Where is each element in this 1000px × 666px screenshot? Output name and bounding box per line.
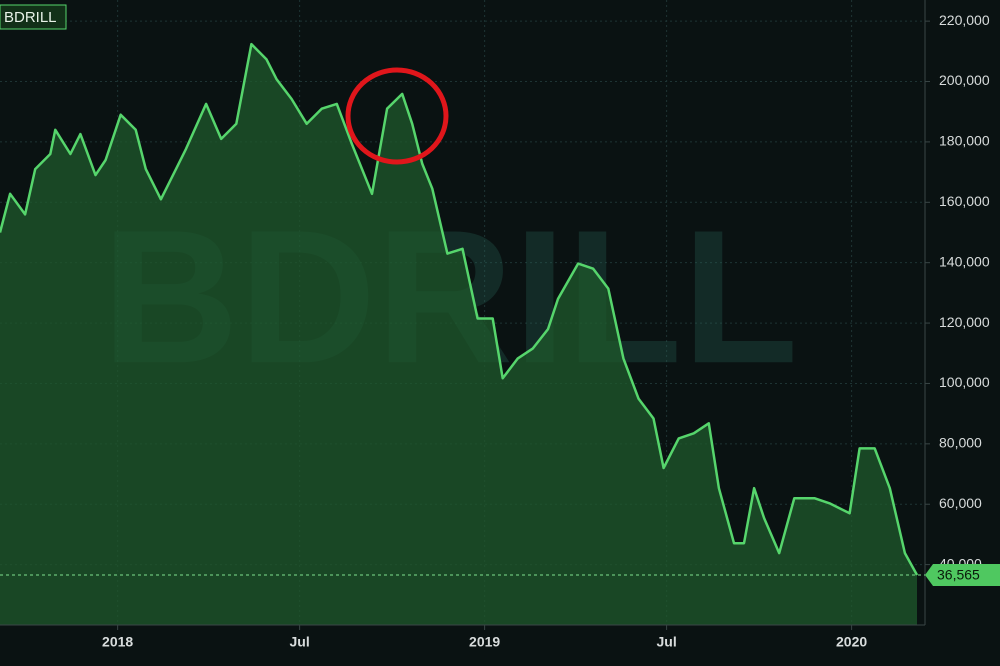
y-tick-label: 80,000 [939, 435, 982, 451]
x-tick-label: 2020 [836, 634, 867, 650]
highlight-circle [345, 67, 449, 165]
symbol-tag-box [0, 4, 67, 30]
symbol-tag: BDRILL [4, 9, 57, 26]
plot [0, 42, 919, 626]
last-price-badge [925, 563, 1000, 586]
y-tick-label: 200,000 [939, 72, 990, 88]
y-tick-label: 160,000 [939, 193, 990, 209]
last-price: 36,565 [0, 563, 1000, 586]
y-tick-label: 60,000 [939, 495, 982, 511]
x-tick-label: 2018 [102, 634, 133, 650]
y-tick-label: 220,000 [939, 12, 990, 28]
y-tick-label: 180,000 [939, 133, 990, 149]
x-tick-label: Jul [656, 634, 676, 650]
x-tick-label: Jul [290, 634, 310, 650]
x-tick-label: 2019 [469, 634, 500, 650]
y-tick-label: 120,000 [939, 314, 990, 330]
last-price-label: 36,565 [937, 567, 980, 583]
y-tick-label: 140,000 [939, 253, 990, 269]
price-line [0, 42, 919, 576]
area [0, 44, 917, 626]
y-tick-label: 100,000 [939, 374, 990, 390]
